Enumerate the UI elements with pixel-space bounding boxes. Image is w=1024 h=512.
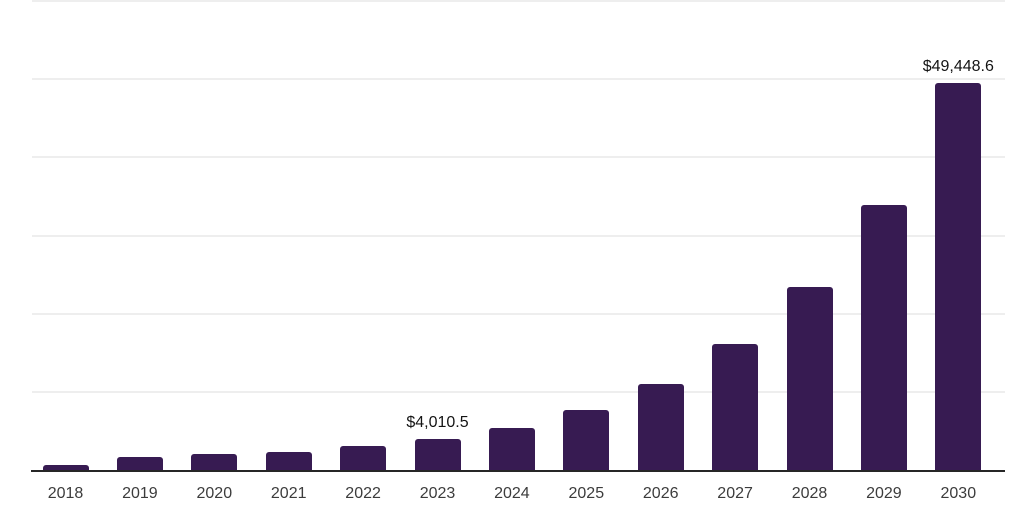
bar-2018 [42, 465, 89, 470]
x-tick-label-2020: 2020 [196, 485, 233, 502]
x-tick-label-2018: 2018 [47, 485, 84, 502]
gridline-10000 [32, 390, 1005, 393]
x-tick-label-2025: 2025 [568, 485, 605, 502]
x-tick-label-2024: 2024 [494, 485, 530, 502]
bar-2027 [712, 344, 759, 470]
data-label-2023: $4,010.5 [406, 413, 469, 431]
x-tick-label-2019: 2019 [122, 485, 158, 502]
x-tick-label-2021: 2021 [270, 485, 307, 502]
bar-2020 [191, 453, 238, 470]
x-tick-label-2027: 2027 [717, 485, 753, 502]
gridline-50000 [32, 78, 1005, 81]
bar-2025 [563, 409, 610, 470]
gridline-40000 [32, 156, 1005, 159]
x-tick-label-2030: 2030 [940, 485, 977, 502]
x-tick-label-2023: 2023 [419, 485, 456, 502]
bar-2023 [414, 438, 461, 470]
gridline-30000 [32, 234, 1005, 237]
x-axis-line [31, 470, 1005, 472]
bar-2030 [935, 83, 982, 470]
data-label-2030: $49,448.6 [922, 58, 994, 76]
bar-2026 [637, 384, 684, 470]
gridline-60000 [32, 0, 1005, 2]
x-tick-label-2029: 2029 [866, 485, 902, 502]
x-tick-label-2026: 2026 [642, 485, 679, 502]
bar-2022 [340, 445, 387, 470]
bar-2021 [265, 452, 312, 470]
gridline-20000 [32, 312, 1005, 315]
bar-2024 [488, 427, 535, 470]
bar-2028 [786, 286, 833, 470]
bar-2029 [860, 205, 907, 470]
bar-2019 [116, 457, 163, 470]
x-tick-label-2022: 2022 [345, 485, 381, 502]
x-tick-label-2028: 2028 [791, 485, 828, 502]
